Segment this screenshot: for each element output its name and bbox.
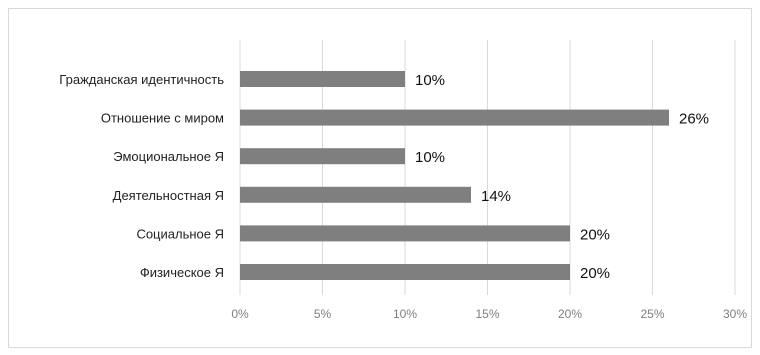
data-labels: 10% 26% 10% 14% 20% 20% [415, 72, 709, 282]
bar [240, 264, 570, 280]
x-tick-labels: 0% 5% 10% 15% 20% 25% 30% [231, 307, 747, 321]
data-label: 14% [481, 188, 511, 205]
data-label: 20% [580, 226, 610, 243]
category-label: Физическое Я [140, 265, 224, 280]
chart-frame [8, 8, 752, 348]
x-tick-label: 20% [558, 307, 582, 321]
x-tick-label: 30% [723, 307, 747, 321]
data-label: 26% [679, 111, 709, 128]
x-tick-label: 15% [475, 307, 499, 321]
category-label: Социальное Я [136, 226, 224, 241]
x-tick-label: 5% [314, 307, 332, 321]
bar [240, 186, 471, 203]
category-label: Отношение с миром [101, 111, 224, 126]
data-label: 20% [580, 265, 610, 282]
bar [240, 225, 570, 242]
data-label: 10% [415, 72, 445, 89]
x-tick-label: 25% [640, 307, 664, 321]
x-tick-label: 0% [231, 307, 249, 321]
bar [240, 148, 405, 165]
data-label: 10% [415, 149, 445, 166]
category-label: Эмоциональное Я [113, 149, 224, 164]
x-tick-label: 10% [393, 307, 417, 321]
category-label: Деятельностная Я [113, 188, 224, 203]
category-label: Гражданская идентичность [59, 72, 224, 87]
bar [240, 109, 669, 126]
bars [240, 71, 669, 280]
category-labels: Гражданская идентичность Отношение с миро… [59, 72, 224, 280]
bar [240, 71, 405, 87]
